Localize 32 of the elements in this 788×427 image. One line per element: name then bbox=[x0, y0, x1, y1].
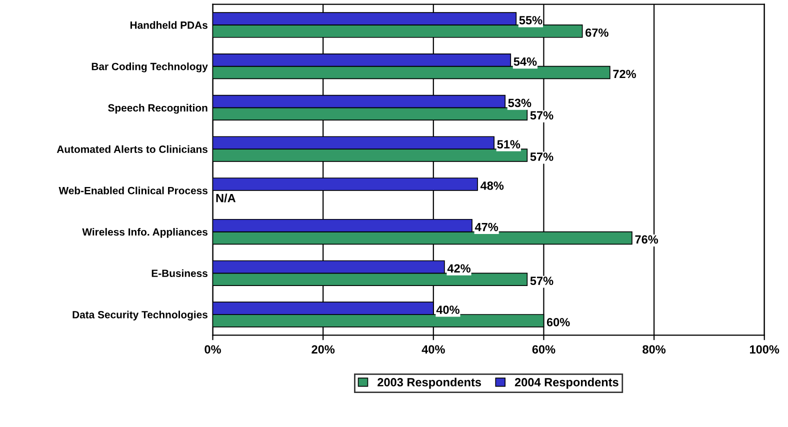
text: N/A bbox=[216, 194, 236, 202]
y-tick-label: Web-Enabled Clinical Process bbox=[58, 186, 208, 194]
y-tick-label: Data Security Technologies bbox=[72, 310, 208, 320]
data-label: 57% bbox=[530, 276, 554, 285]
x-tick-label: 100% bbox=[750, 345, 780, 354]
legend-label: 2003 Respondents bbox=[378, 378, 481, 389]
data-label: 48% bbox=[480, 182, 504, 190]
data-label: 57% bbox=[530, 111, 554, 120]
data-label: 72% bbox=[613, 70, 636, 78]
data-label: 76% bbox=[635, 235, 658, 244]
y-tick-label: Automated Alerts to Clinicians bbox=[56, 145, 208, 153]
data-label: 40% bbox=[436, 306, 460, 314]
y-tick-label: E-Business bbox=[152, 269, 208, 278]
data-label: 51% bbox=[497, 140, 520, 148]
x-tick-label: 60% bbox=[532, 345, 556, 354]
x-tick-label: 80% bbox=[642, 345, 666, 354]
x-tick-label: 0% bbox=[204, 345, 221, 354]
y-tick-label: Bar Coding Technology bbox=[92, 62, 208, 72]
y-tick-label: Wireless Info. Appliances bbox=[82, 228, 208, 238]
data-label: 54% bbox=[514, 57, 537, 66]
y-tick-label: Speech Recognition bbox=[108, 104, 208, 114]
data-label: 57% bbox=[530, 152, 554, 161]
x-tick-label: 40% bbox=[422, 345, 445, 354]
data-label: 67% bbox=[586, 28, 608, 37]
x-tick-label: 20% bbox=[312, 345, 335, 354]
data-label: 60% bbox=[546, 318, 570, 326]
legend-label: 2004 Respondents bbox=[514, 378, 618, 389]
data-label: 53% bbox=[508, 98, 532, 108]
data-label: 55% bbox=[519, 16, 542, 24]
y-tick-label: Handheld PDAs bbox=[130, 21, 208, 29]
data-label: 47% bbox=[474, 222, 498, 232]
data-label: 42% bbox=[447, 264, 471, 273]
